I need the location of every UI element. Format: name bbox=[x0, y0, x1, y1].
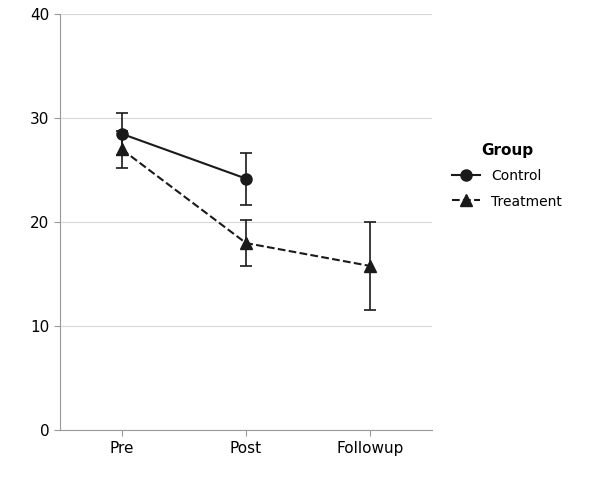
Legend: Control, Treatment: Control, Treatment bbox=[446, 138, 567, 214]
